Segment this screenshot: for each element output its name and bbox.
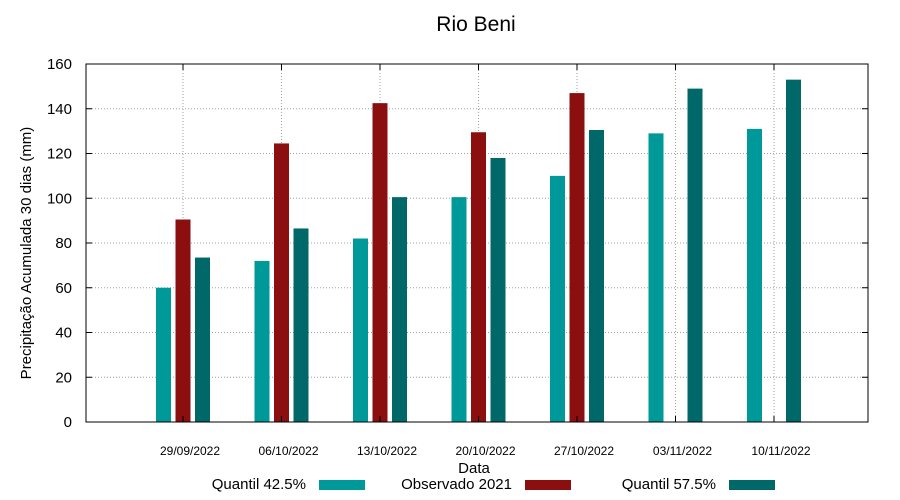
bar xyxy=(569,93,585,423)
bar xyxy=(353,238,368,422)
y-tick-label: 0 xyxy=(64,414,72,431)
bar xyxy=(747,128,762,422)
x-tick-label: 10/11/2022 xyxy=(751,444,810,458)
bar xyxy=(589,130,604,422)
ticks-layer: 0 20 40 60 80 100 120 140 160 29/09/2022 06/10/202… xyxy=(47,56,868,458)
y-tick-label: 60 xyxy=(55,280,72,297)
bar xyxy=(274,143,289,422)
bar xyxy=(372,103,388,422)
bar xyxy=(687,88,703,423)
bar xyxy=(648,133,664,423)
y-tick-label: 160 xyxy=(47,56,72,73)
legend-swatch xyxy=(319,480,365,490)
legend-label: Quantil 57.5% xyxy=(622,476,716,493)
legend-swatch xyxy=(525,480,571,490)
x-tick-label: 27/10/2022 xyxy=(554,444,614,458)
bar xyxy=(195,257,210,422)
y-tick-label: 80 xyxy=(55,235,72,252)
bar xyxy=(550,175,565,422)
legend-label: Quantil 42.5% xyxy=(212,476,306,493)
bar xyxy=(786,79,801,422)
x-tick-label: 29/09/2022 xyxy=(160,444,220,458)
legend-swatch xyxy=(729,480,775,490)
y-tick-label: 40 xyxy=(55,325,72,342)
plot-frame xyxy=(85,63,869,423)
bar xyxy=(175,219,191,422)
x-tick-label: 03/11/2022 xyxy=(653,444,712,458)
bar xyxy=(490,157,506,422)
x-tick-label: 13/10/2022 xyxy=(357,444,417,458)
x-tick-label: 20/10/2022 xyxy=(455,444,515,458)
bar xyxy=(471,132,486,422)
x-tick-label: 06/10/2022 xyxy=(258,444,318,458)
y-tick-label: 20 xyxy=(55,369,72,386)
bar xyxy=(451,197,467,422)
bar xyxy=(156,287,171,422)
legend: Quantil 42.5% Observado 2021 Quantil 57.5% xyxy=(212,476,775,493)
bar xyxy=(254,260,270,422)
y-tick-label: 120 xyxy=(47,146,72,163)
y-tick-label: 140 xyxy=(47,101,72,118)
y-axis-label: Precipitação Acumulada 30 dias (mm) xyxy=(18,127,35,380)
chart-title: Rio Beni xyxy=(436,13,515,36)
x-axis-label: Data xyxy=(458,460,490,477)
bar xyxy=(392,197,407,422)
bars-layer xyxy=(156,79,801,423)
legend-label: Observado 2021 xyxy=(401,476,512,493)
y-tick-label: 100 xyxy=(47,190,72,207)
bar xyxy=(293,228,309,422)
